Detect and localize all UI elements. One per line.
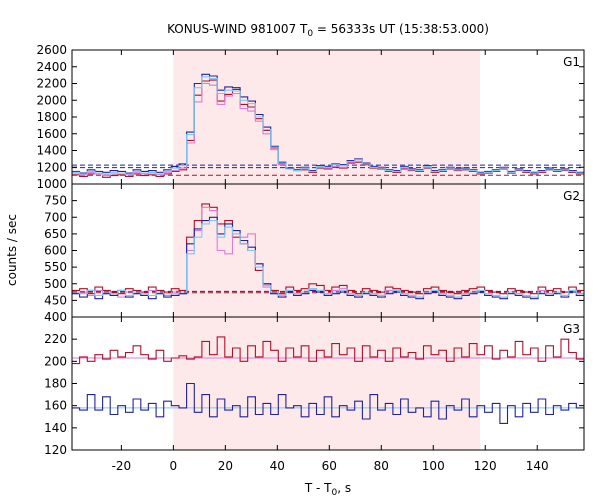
series-g3-dark-blue: [72, 382, 584, 424]
y-tick-label: 2000: [36, 93, 67, 107]
y-tick-label: 450: [44, 293, 67, 307]
y-tick-label: 2200: [36, 77, 67, 91]
y-tick-label: 400: [44, 310, 67, 324]
y-tick-label: 200: [44, 354, 67, 368]
y-tick-label: 700: [44, 210, 67, 224]
y-tick-label: 220: [44, 332, 67, 346]
y-tick-label: 2600: [36, 43, 67, 57]
x-tick-label: 0: [170, 459, 178, 473]
chart-title: KONUS-WIND 981007 T0 = 56333s UT (15:38:…: [167, 22, 489, 39]
series-g1-dark-red: [72, 79, 584, 178]
y-tick-label: 140: [44, 421, 67, 435]
series-g1-dark-blue: [72, 73, 584, 174]
y-tick-label: 1400: [36, 144, 67, 158]
y-tick-label: 600: [44, 244, 67, 258]
panel-label-g1: G1: [563, 55, 580, 69]
y-axis-label: counts / sec: [5, 214, 19, 286]
x-tick-label: -20: [112, 459, 132, 473]
x-tick-label: 20: [218, 459, 233, 473]
y-tick-label: 160: [44, 399, 67, 413]
y-tick-label: 500: [44, 277, 67, 291]
y-tick-label: 1800: [36, 110, 67, 124]
y-tick-label: 750: [44, 194, 67, 208]
x-tick-label: 120: [474, 459, 497, 473]
panel-label-g3: G3: [563, 322, 580, 336]
y-tick-label: 2400: [36, 60, 67, 74]
y-tick-label: 180: [44, 377, 67, 391]
series-g3-dark-red: [72, 336, 584, 365]
x-axis-label: T - T0, s: [304, 481, 351, 498]
x-tick-label: 80: [374, 459, 389, 473]
x-tick-label: 140: [526, 459, 549, 473]
y-tick-label: 1200: [36, 160, 67, 174]
y-tick-label: 550: [44, 260, 67, 274]
series-g2-dark-red: [72, 203, 584, 295]
x-tick-label: 100: [422, 459, 445, 473]
y-tick-label: 1600: [36, 127, 67, 141]
series-g1-light-blue: [72, 76, 584, 175]
x-tick-label: 40: [270, 459, 285, 473]
x-tick-label: 60: [322, 459, 337, 473]
y-tick-label: 650: [44, 227, 67, 241]
panel-label-g2: G2: [563, 189, 580, 203]
y-tick-label: 1000: [36, 177, 67, 191]
series-g2-light-blue: [72, 220, 584, 298]
y-tick-label: 120: [44, 443, 67, 457]
series-g2-dark-blue: [72, 216, 584, 300]
